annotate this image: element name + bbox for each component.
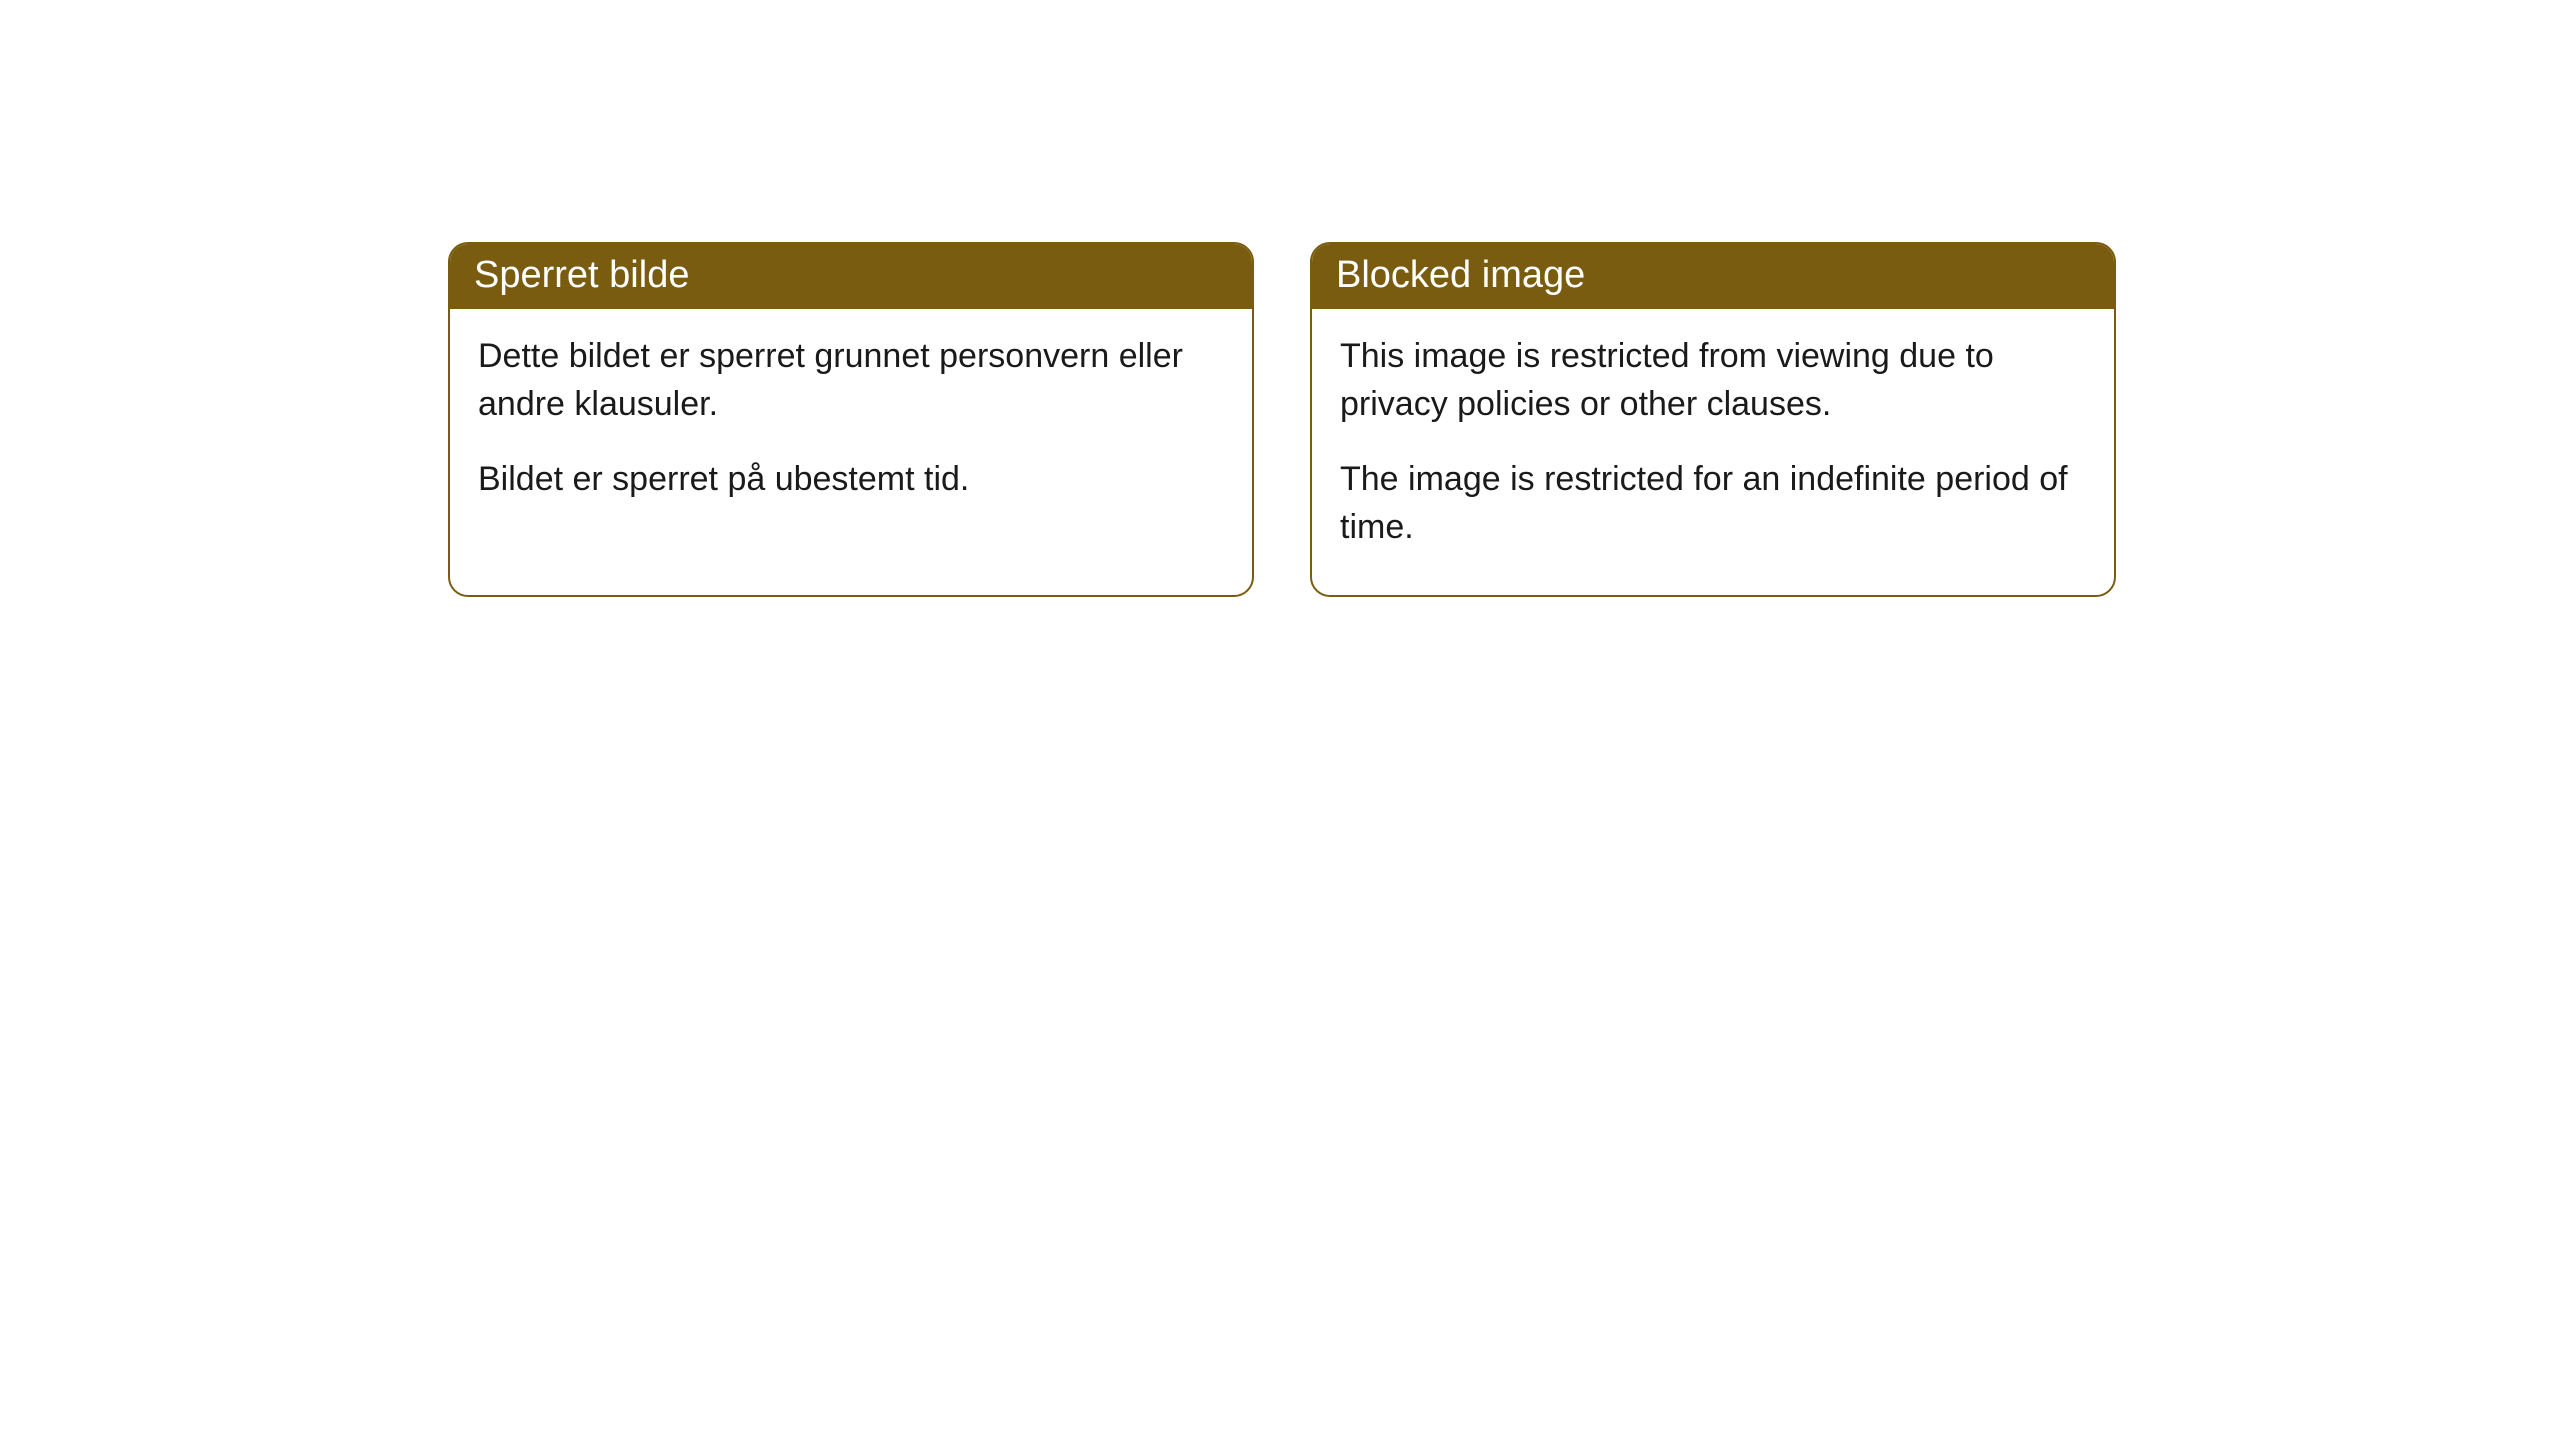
card-header-norwegian: Sperret bilde	[450, 244, 1252, 309]
card-paragraph-2: The image is restricted for an indefinit…	[1340, 456, 2086, 551]
card-body-norwegian: Dette bildet er sperret grunnet personve…	[450, 309, 1252, 548]
notice-cards-container: Sperret bilde Dette bildet er sperret gr…	[448, 242, 2116, 597]
blocked-image-card-norwegian: Sperret bilde Dette bildet er sperret gr…	[448, 242, 1254, 597]
blocked-image-card-english: Blocked image This image is restricted f…	[1310, 242, 2116, 597]
card-header-english: Blocked image	[1312, 244, 2114, 309]
card-paragraph-1: This image is restricted from viewing du…	[1340, 333, 2086, 428]
card-paragraph-2: Bildet er sperret på ubestemt tid.	[478, 456, 1224, 504]
card-paragraph-1: Dette bildet er sperret grunnet personve…	[478, 333, 1224, 428]
card-body-english: This image is restricted from viewing du…	[1312, 309, 2114, 595]
